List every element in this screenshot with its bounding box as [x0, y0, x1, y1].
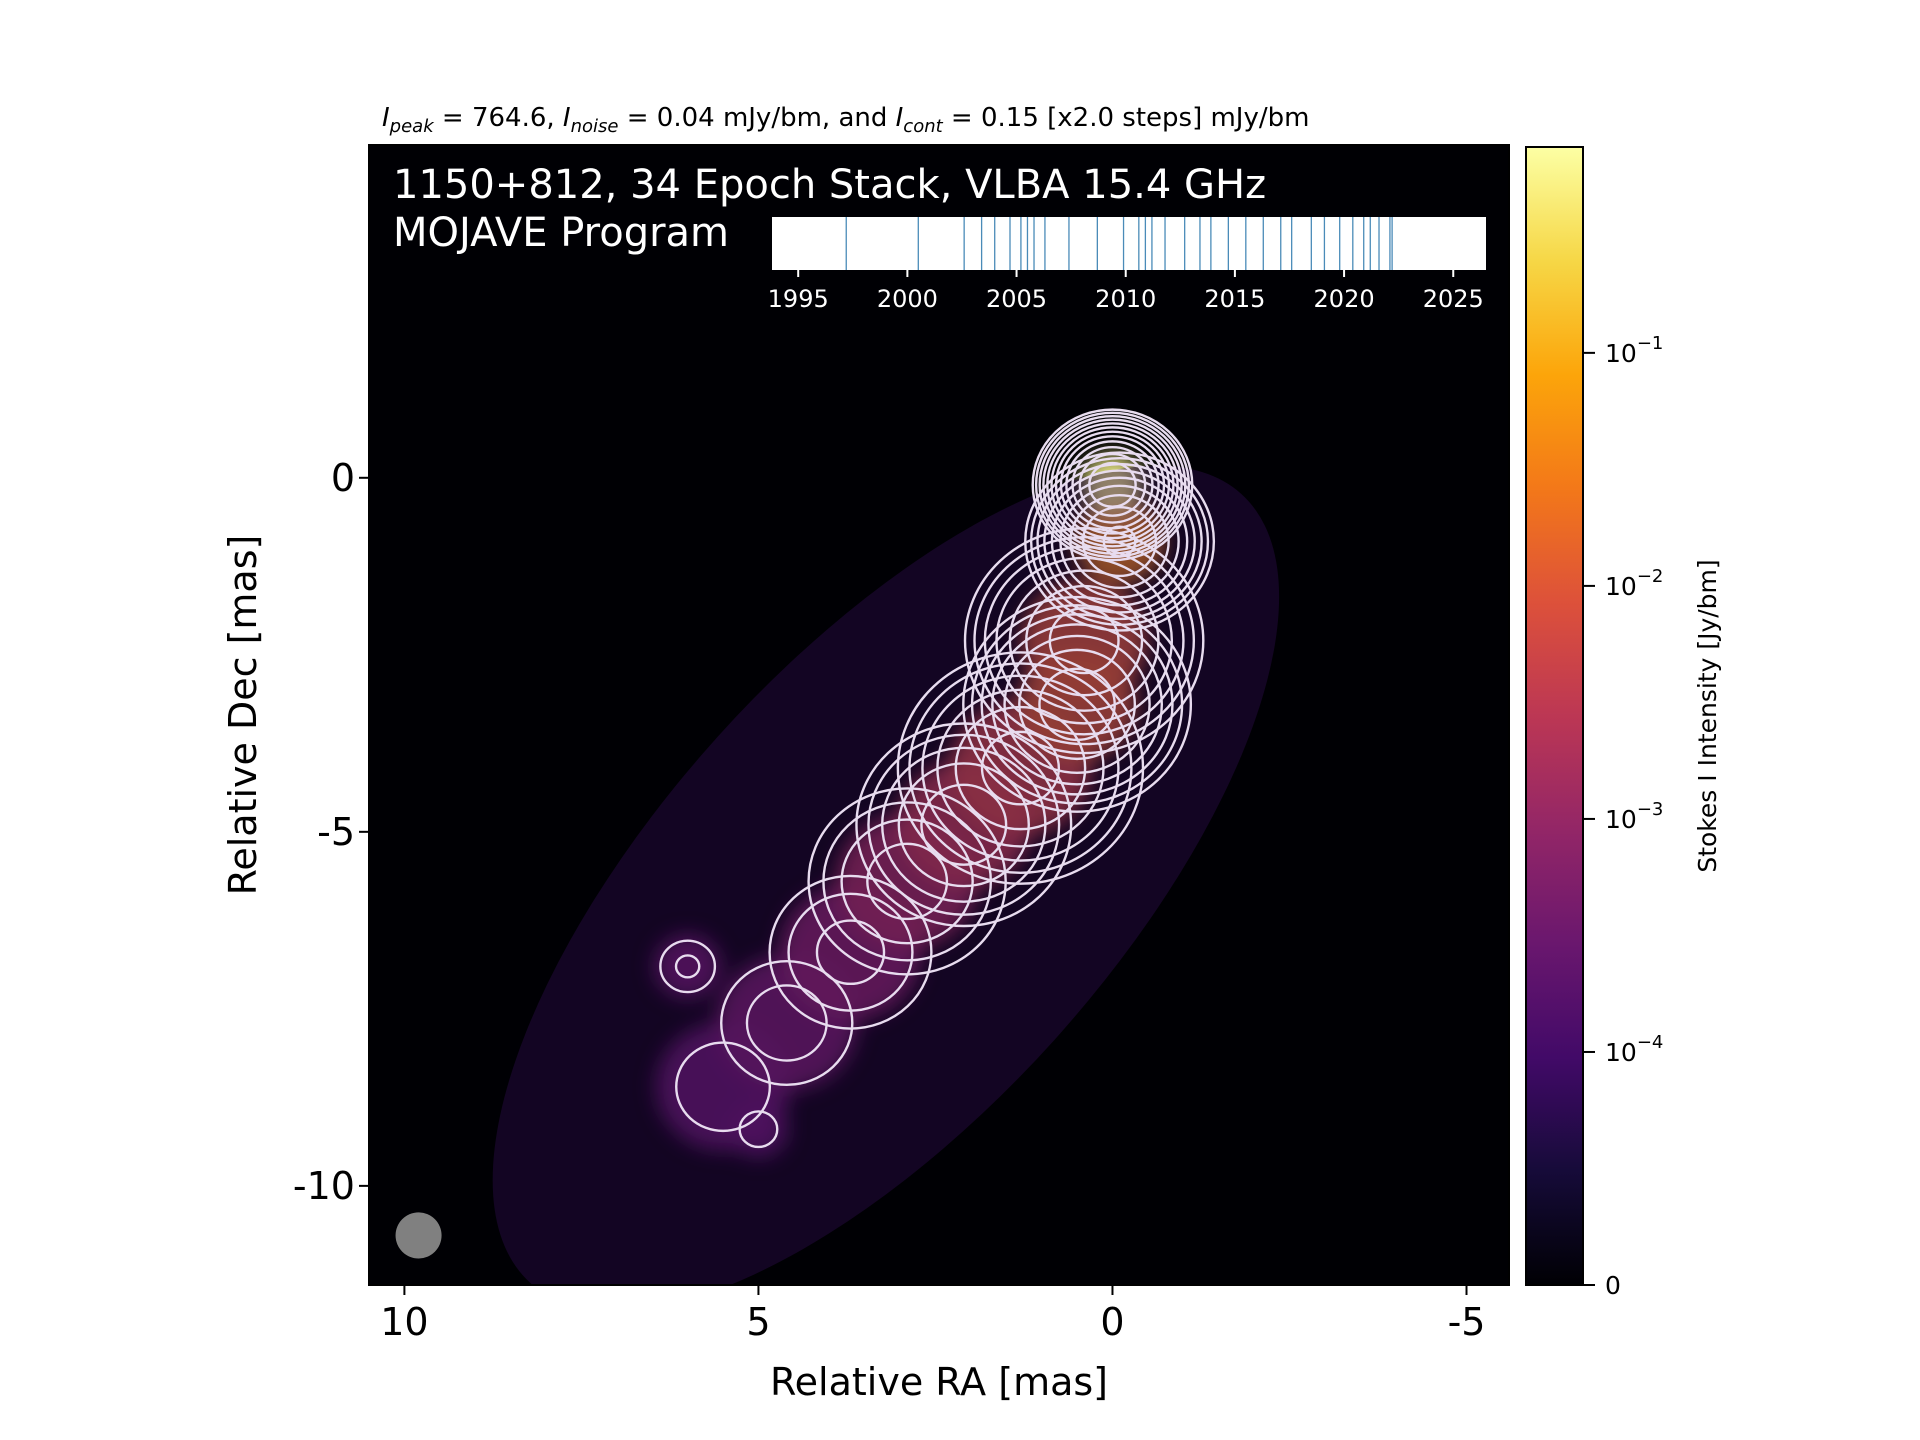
epoch-timeline: 1995 2000 2005 2010 2015 2020 2025 — [768, 217, 1486, 313]
contour-line — [659, 939, 717, 994]
contour-line — [822, 801, 993, 962]
contour-line — [1102, 525, 1137, 558]
colorbar-label: Stokes I Intensity [Jy/bm] — [1693, 559, 1722, 872]
timeline-tick-label: 2010 — [1095, 285, 1156, 313]
contour-line — [1078, 452, 1147, 517]
intensity-map — [368, 144, 1510, 1286]
x-tick-label: 10 — [380, 1300, 428, 1344]
contour-line — [897, 762, 1030, 888]
contour-line — [674, 954, 701, 979]
timeline-tick-label: 2000 — [877, 285, 938, 313]
contour-line — [1034, 411, 1191, 559]
colorbar-gradient — [1526, 147, 1583, 1285]
colorbar-tick-label: 10−2 — [1605, 566, 1663, 601]
y-tick-label: -5 — [317, 810, 355, 854]
contour-line — [920, 783, 1008, 866]
contour-line — [1069, 494, 1170, 590]
y-tick-label: -10 — [293, 1164, 355, 1208]
contour-line — [973, 535, 1196, 746]
contour-line — [840, 818, 974, 945]
contour-line — [1018, 648, 1137, 761]
contours — [659, 408, 1216, 1149]
contour-line — [921, 674, 1120, 862]
contour-line — [855, 722, 1073, 928]
colorbar: 0 10−4 10−3 10−2 10−1 — [1525, 146, 1663, 1300]
contour-line — [1050, 426, 1175, 544]
contour-line — [768, 874, 933, 1030]
timeline-box — [772, 217, 1486, 270]
timeline-tick-label: 2015 — [1204, 285, 1265, 313]
contour-line — [1024, 451, 1216, 632]
contour-line — [1081, 505, 1158, 578]
timeline-tick-label: 2020 — [1314, 285, 1375, 313]
colorbar-tick-label: 0 — [1605, 1271, 1621, 1300]
program-annotation: MOJAVE Program — [393, 210, 729, 256]
contour-line — [896, 651, 1145, 885]
colorbar-tick-label: 10−1 — [1605, 333, 1663, 368]
timeline-tick-label: 2025 — [1423, 285, 1484, 313]
contour-line — [980, 613, 1174, 796]
y-axis: 0 -5 -10 — [293, 456, 369, 1208]
y-tick-label: 0 — [331, 456, 355, 500]
contour-line — [738, 1110, 779, 1149]
x-tick-label: -5 — [1448, 1300, 1486, 1344]
x-tick-label: 5 — [746, 1300, 770, 1344]
colorbar-frame — [1525, 146, 1584, 1286]
timeline-tick-label: 1995 — [768, 285, 829, 313]
x-axis: 10 5 0 -5 — [380, 1285, 1485, 1344]
contour-line — [1036, 462, 1203, 621]
colorbar-tick-label: 10−3 — [1605, 799, 1663, 834]
colorbar-tick-label: 10−4 — [1605, 1032, 1663, 1067]
contour-line — [980, 730, 1061, 806]
x-axis-label: Relative RA [mas] — [770, 1360, 1108, 1404]
jet-component — [654, 934, 722, 999]
contour-line — [815, 919, 886, 986]
contour-line — [962, 595, 1193, 813]
contour-line — [991, 623, 1164, 786]
contour-line — [1003, 634, 1151, 774]
map-frame — [368, 144, 1510, 1286]
contour-line — [954, 705, 1087, 831]
diffuse-emission — [492, 465, 1280, 1285]
timeline-tick-label: 2005 — [986, 285, 1047, 313]
source-annotation: 1150+812, 34 Epoch Stack, VLBA 15.4 GHz — [393, 162, 1266, 208]
y-axis-label: Relative Dec [mas] — [221, 535, 265, 896]
plot-header: Ipeak = 764.6, Inoise = 0.04 mJy/bm, and… — [382, 103, 1309, 137]
x-tick-label: 0 — [1100, 1300, 1124, 1344]
contour-line — [720, 959, 854, 1087]
contour-line — [1043, 469, 1196, 614]
contour-line — [675, 1041, 772, 1133]
beam-ellipse — [395, 1212, 442, 1259]
contour-line — [745, 984, 828, 1062]
contour-line — [866, 842, 949, 921]
